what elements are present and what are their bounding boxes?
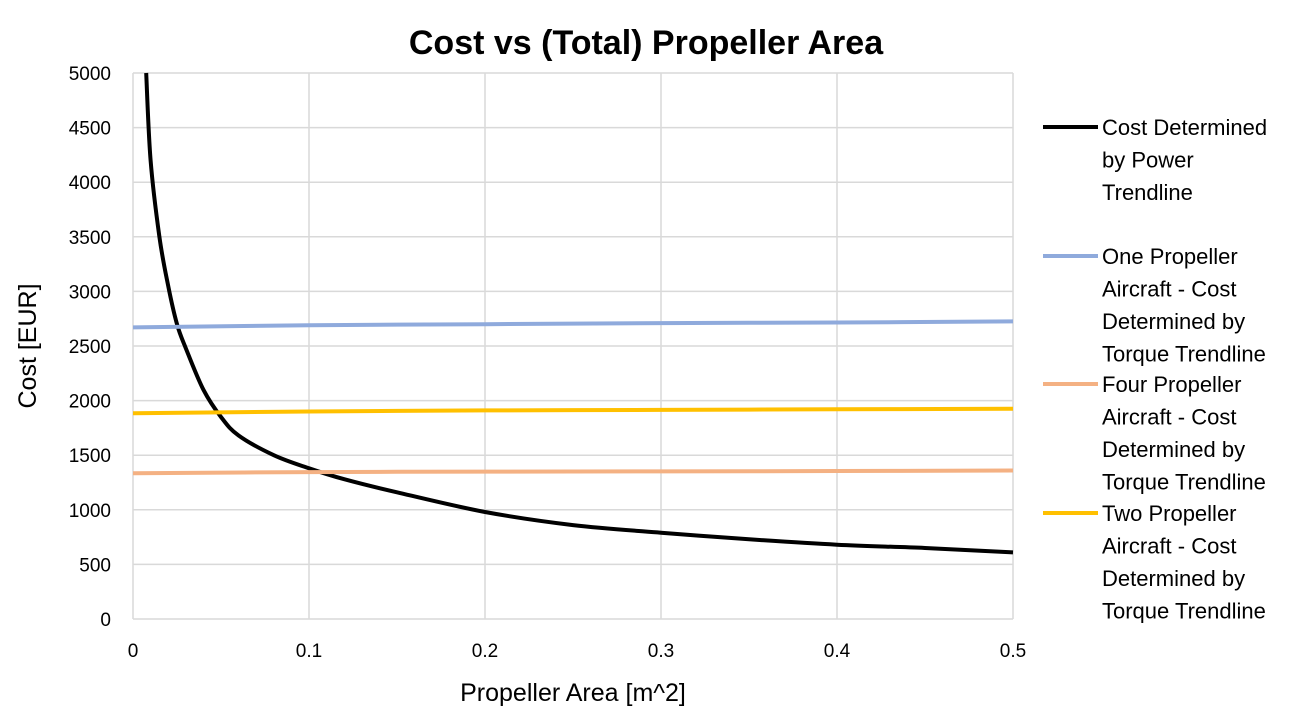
y-tick-label: 500 bbox=[79, 555, 111, 576]
legend-entry-line: Aircraft - Cost bbox=[1102, 277, 1236, 302]
y-tick-label: 4000 bbox=[69, 173, 111, 194]
series-line-3 bbox=[132, 468, 1014, 476]
x-tick-label: 0.4 bbox=[824, 641, 851, 662]
y-tick-label: 0 bbox=[100, 610, 111, 631]
x-tick-label: 0 bbox=[128, 641, 139, 662]
x-axis-label: Propeller Area [m^2] bbox=[460, 679, 686, 707]
chart-title: Cost vs (Total) Propeller Area bbox=[409, 24, 884, 62]
legend-entry-line: Two Propeller bbox=[1102, 501, 1237, 526]
y-tick-label: 1500 bbox=[69, 446, 111, 467]
grid-layer bbox=[132, 72, 1014, 620]
y-tick-label: 3500 bbox=[69, 228, 111, 249]
x-tick-label: 0.5 bbox=[1000, 641, 1026, 662]
legend-entry-3: Four Propeller Aircraft - Cost Determined … bbox=[1102, 372, 1266, 495]
legend-entry-line: One Propeller bbox=[1102, 244, 1238, 269]
series-line-2 bbox=[132, 319, 1014, 330]
legend-entry-4: Two Propeller Aircraft - Cost Determined b… bbox=[1102, 501, 1266, 624]
legend-entry-2: One Propeller Aircraft - Cost Determined b… bbox=[1102, 244, 1266, 367]
legend-entry-line: Torque Trendline bbox=[1102, 599, 1266, 624]
y-tick-label: 3000 bbox=[69, 282, 111, 303]
legend-entry-line: Aircraft - Cost bbox=[1102, 534, 1236, 559]
legend-entry-line: Determined by bbox=[1102, 566, 1245, 591]
legend-entry-line: Cost Determined bbox=[1102, 115, 1267, 140]
legend-entry-line: by Power bbox=[1102, 148, 1194, 173]
y-tick-label: 5000 bbox=[69, 64, 111, 85]
legend-entry-line: Torque Trendline bbox=[1102, 342, 1266, 367]
y-tick-label: 2500 bbox=[69, 337, 111, 358]
legend-entry-line: Determined by bbox=[1102, 309, 1245, 334]
legend-entry-line: Torque Trendline bbox=[1102, 470, 1266, 495]
legend-entry-line: Trendline bbox=[1102, 180, 1193, 205]
y-tick-label: 4500 bbox=[69, 119, 111, 140]
y-tick-label: 1000 bbox=[69, 501, 111, 522]
series-line-1 bbox=[144, 72, 1014, 555]
legend-entry-line: Aircraft - Cost bbox=[1102, 405, 1236, 430]
series-line-4 bbox=[132, 406, 1014, 416]
legend: Cost Determined by Power Trendline One Prop… bbox=[1043, 115, 1267, 624]
y-tick-label: 2000 bbox=[69, 392, 111, 413]
tick-layer: 0 500 1000 1500 2000 2500 3000 3500 4000 4500 5000… bbox=[69, 64, 1026, 662]
x-tick-label: 0.2 bbox=[472, 641, 498, 662]
x-tick-label: 0.1 bbox=[296, 641, 322, 662]
series-layer bbox=[132, 72, 1014, 555]
legend-entry-1: Cost Determined by Power Trendline bbox=[1102, 115, 1267, 205]
y-axis-label: Cost [EUR] bbox=[14, 283, 42, 408]
x-tick-label: 0.3 bbox=[648, 641, 674, 662]
legend-entry-line: Four Propeller bbox=[1102, 372, 1241, 397]
legend-entry-line: Determined by bbox=[1102, 437, 1245, 462]
